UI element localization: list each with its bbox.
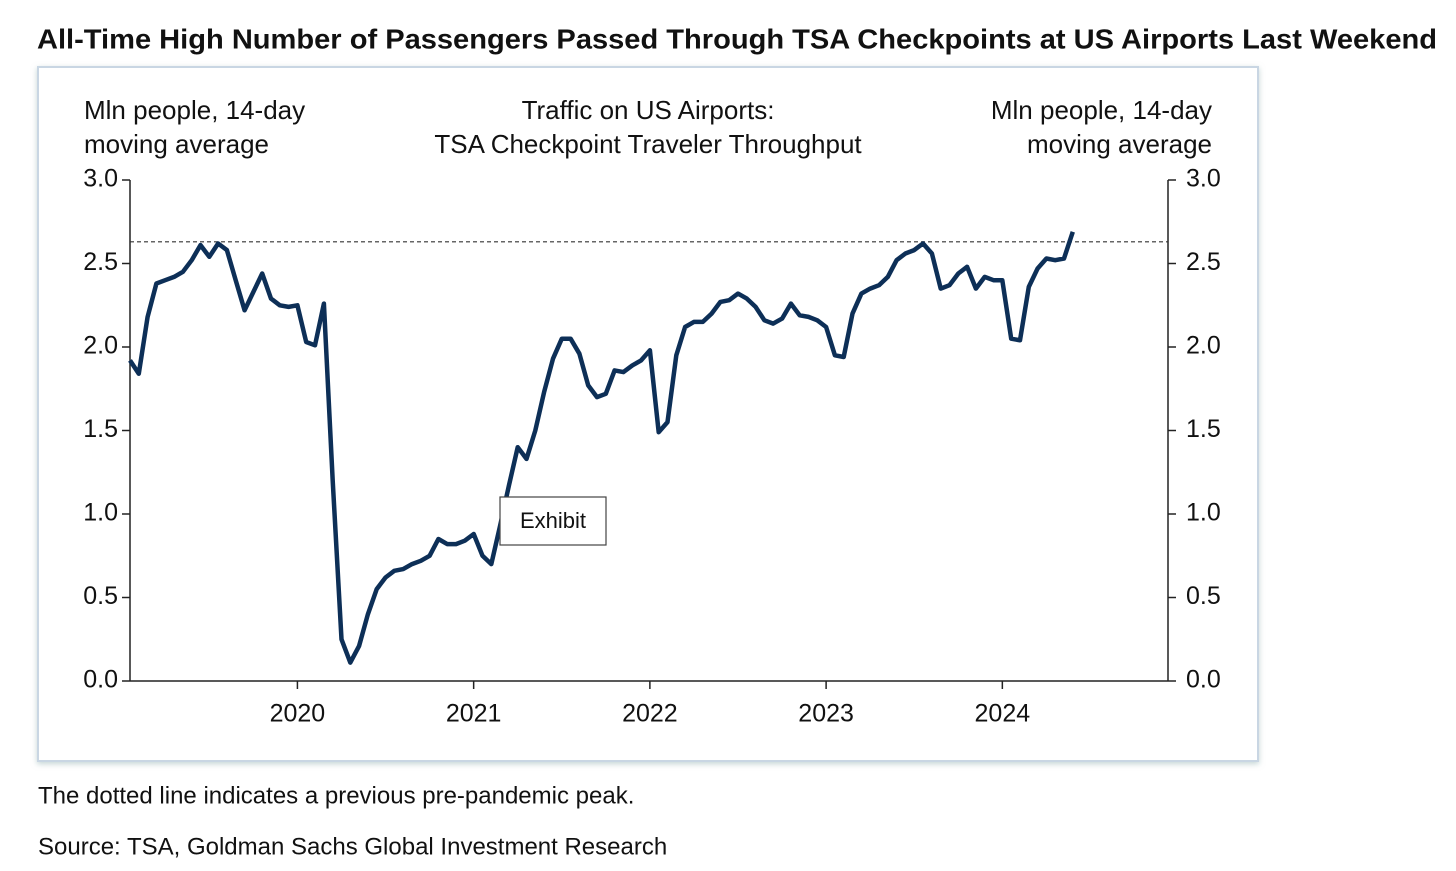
y2-tick-label: 1.5 <box>1186 415 1221 443</box>
x-tick-label: 2021 <box>446 700 502 728</box>
x-tick-label: 2020 <box>270 700 326 728</box>
y-tick-label: 3.0 <box>83 165 118 193</box>
y2-tick-label: 3.0 <box>1186 165 1221 193</box>
y-axis-label: moving average <box>84 129 269 159</box>
y2-tick-label: 2.5 <box>1186 248 1221 276</box>
y2-axis-label: moving average <box>1027 129 1212 159</box>
y2-tick-label: 2.0 <box>1186 332 1221 360</box>
x-tick-label: 2022 <box>622 700 678 728</box>
x-tick-label: 2023 <box>798 700 854 728</box>
y-tick-label: 2.5 <box>83 248 118 276</box>
chart-subtitle: Traffic on US Airports: <box>522 95 775 125</box>
y-tick-label: 1.0 <box>83 499 118 527</box>
y2-tick-label: 0.0 <box>1186 666 1221 694</box>
chart-subtitle: TSA Checkpoint Traveler Throughput <box>434 129 862 159</box>
footnote: The dotted line indicates a previous pre… <box>38 782 634 809</box>
page-title: All-Time High Number of Passengers Passe… <box>37 23 1437 54</box>
data-line <box>128 231 1075 665</box>
y-tick-label: 0.0 <box>83 666 118 694</box>
y2-axis-label: Mln people, 14-day <box>991 95 1212 125</box>
chart-frame <box>37 66 1259 762</box>
tooltip: Exhibit <box>520 508 586 533</box>
source: Source: TSA, Goldman Sachs Global Invest… <box>38 833 667 860</box>
y-axis-label: Mln people, 14-day <box>84 95 305 125</box>
y2-tick-label: 0.5 <box>1186 582 1221 610</box>
y-tick-label: 0.5 <box>83 582 118 610</box>
y-tick-label: 1.5 <box>83 415 118 443</box>
y2-tick-label: 1.0 <box>1186 499 1221 527</box>
tooltip-box <box>499 496 607 546</box>
y-tick-label: 2.0 <box>83 332 118 360</box>
x-tick-label: 2024 <box>975 700 1031 728</box>
